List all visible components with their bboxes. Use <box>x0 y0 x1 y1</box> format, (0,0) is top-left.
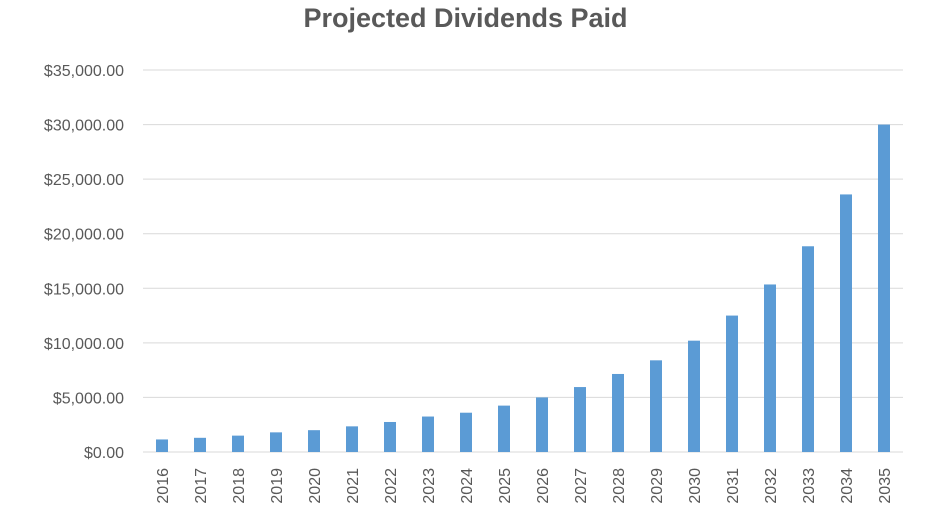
x-tick-label: 2024 <box>459 468 476 504</box>
bar-2020 <box>308 430 320 452</box>
y-tick-label: $20,000.00 <box>44 227 124 244</box>
x-tick-label: 2032 <box>763 468 780 504</box>
bar-2022 <box>384 421 396 452</box>
bar-2029 <box>650 360 662 452</box>
bar-2027 <box>574 387 586 452</box>
bar-2019 <box>270 432 282 452</box>
x-tick-label: 2020 <box>307 468 324 504</box>
bar-2018 <box>232 435 244 452</box>
bar-2035 <box>878 124 890 453</box>
bar-2031 <box>726 315 738 452</box>
bar-2024 <box>460 412 472 452</box>
y-tick-label: $5,000.00 <box>53 390 124 407</box>
x-tick-label: 2030 <box>687 468 704 504</box>
bar-2025 <box>498 405 510 452</box>
y-tick-label: $0.00 <box>84 445 124 462</box>
x-tick-label: 2018 <box>231 468 248 504</box>
x-tick-label: 2031 <box>725 468 742 504</box>
x-tick-label: 2023 <box>421 468 438 504</box>
bar-2023 <box>422 416 434 452</box>
x-tick-label: 2033 <box>801 468 818 504</box>
y-tick-label: $35,000.00 <box>44 63 124 80</box>
bar-2034 <box>840 194 852 452</box>
y-tick-label: $10,000.00 <box>44 336 124 353</box>
y-tick-label: $25,000.00 <box>44 172 124 189</box>
x-tick-label: 2017 <box>193 468 210 504</box>
x-tick-label: 2027 <box>573 468 590 504</box>
bar-2021 <box>346 426 358 452</box>
bar-2032 <box>764 284 776 452</box>
x-tick-label: 2025 <box>497 468 514 504</box>
x-tick-label: 2034 <box>839 468 856 504</box>
bar-2016 <box>156 439 168 452</box>
bar-2030 <box>688 340 700 452</box>
bar-2028 <box>612 373 624 452</box>
bar-2026 <box>536 397 548 452</box>
x-tick-label: 2029 <box>649 468 666 504</box>
x-tick-label: 2026 <box>535 468 552 504</box>
bar-2033 <box>802 246 814 452</box>
y-tick-label: $15,000.00 <box>44 281 124 298</box>
x-tick-label: 2035 <box>877 468 894 504</box>
y-tick-label: $30,000.00 <box>44 118 124 135</box>
x-tick-label: 2019 <box>269 468 286 504</box>
x-tick-label: 2016 <box>155 468 172 504</box>
x-tick-label: 2022 <box>383 468 400 504</box>
bar-2017 <box>194 437 206 452</box>
x-tick-label: 2028 <box>611 468 628 504</box>
x-tick-label: 2021 <box>345 468 362 504</box>
chart-title: Projected Dividends Paid <box>303 3 628 33</box>
